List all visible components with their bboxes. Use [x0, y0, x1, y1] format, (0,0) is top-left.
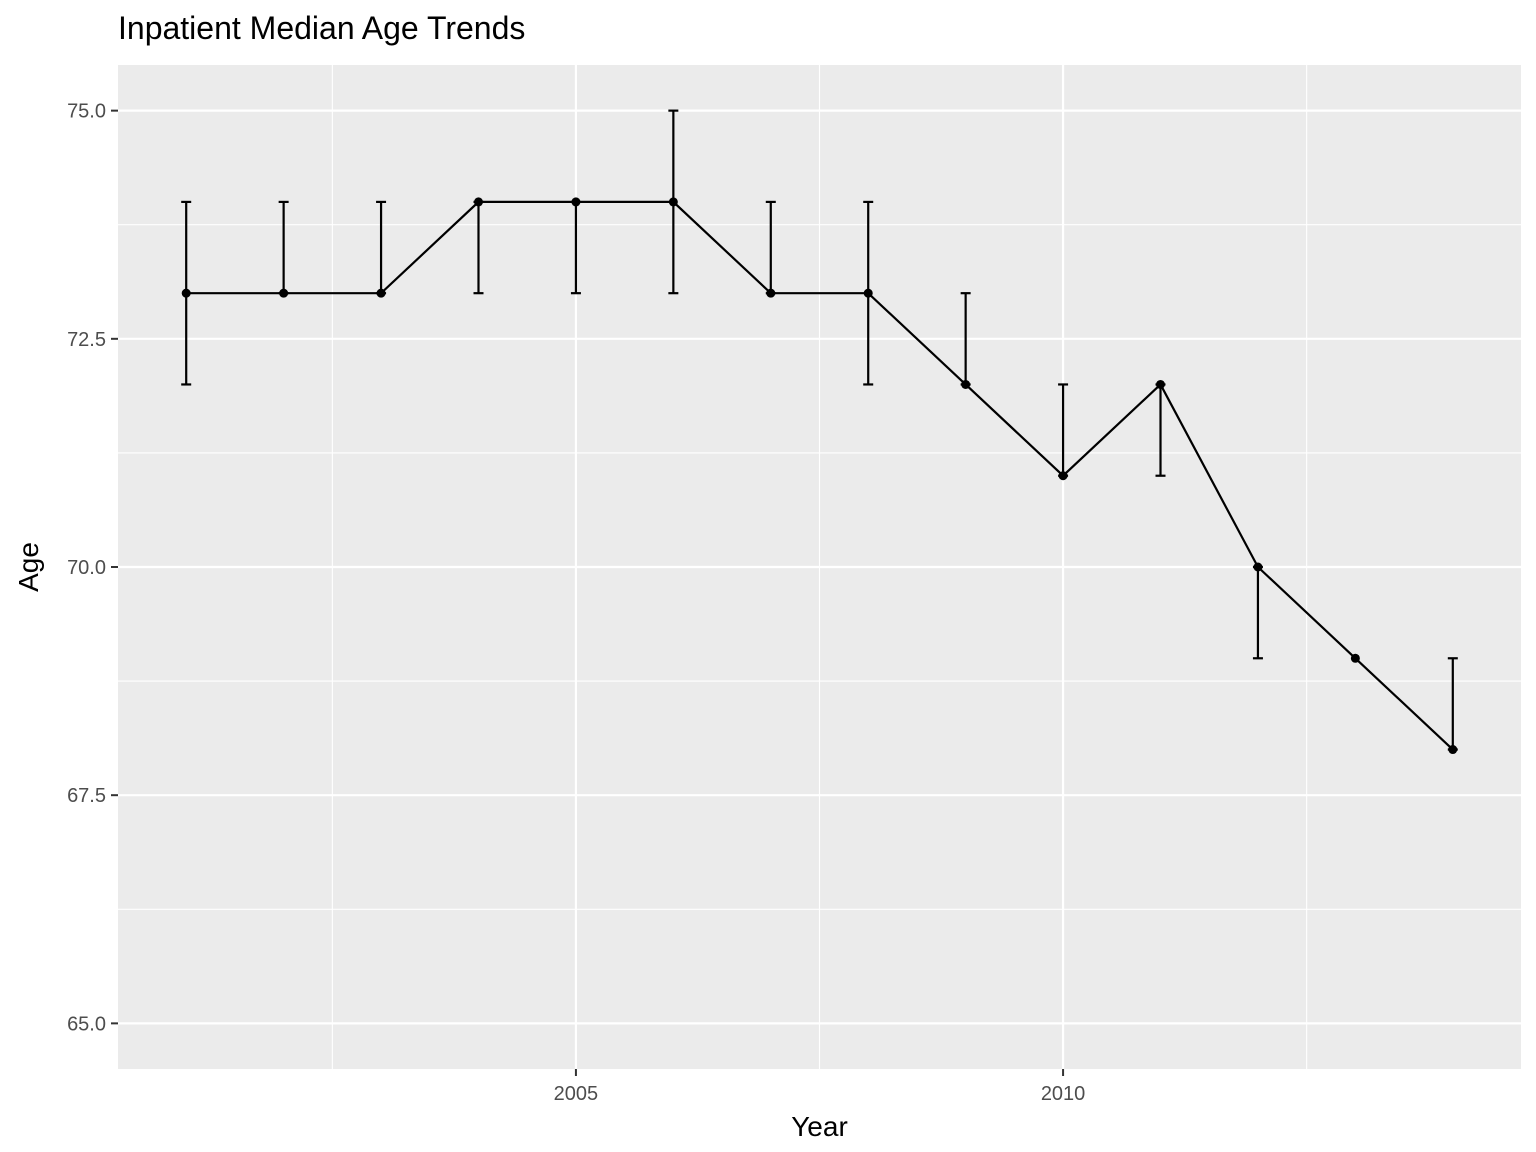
chart-title: Inpatient Median Age Trends: [118, 10, 526, 46]
data-point: [1156, 379, 1166, 389]
data-point: [1253, 562, 1263, 572]
y-axis: 65.0 67.5 70.0 72.5 75.0: [67, 101, 118, 1035]
data-point: [181, 288, 191, 298]
x-axis-title: Year: [791, 1111, 848, 1142]
y-tick-label: 72.5: [67, 329, 106, 351]
data-point: [571, 197, 581, 207]
data-point: [1350, 653, 1360, 663]
series-line-group: [186, 200, 1454, 751]
data-point: [863, 288, 873, 298]
error-bars: [181, 109, 1458, 751]
data-point: [473, 197, 483, 207]
x-axis: 2005 2010: [554, 1069, 1086, 1105]
x-tick-label: 2010: [1041, 1083, 1086, 1105]
y-tick-label: 67.5: [67, 785, 106, 807]
data-point: [279, 288, 289, 298]
y-tick-label: 70.0: [67, 557, 106, 579]
data-points: [181, 197, 1458, 755]
x-tick-label: 2005: [554, 1083, 599, 1105]
data-point: [376, 288, 386, 298]
y-tick-label: 65.0: [67, 1013, 106, 1035]
data-point: [1058, 471, 1068, 481]
data-point: [961, 379, 971, 389]
data-point: [668, 197, 678, 207]
data-point: [1448, 745, 1458, 755]
data-point: [766, 288, 776, 298]
series-line: [186, 200, 1454, 751]
y-axis-title: Age: [13, 542, 44, 592]
y-tick-label: 75.0: [67, 101, 106, 123]
